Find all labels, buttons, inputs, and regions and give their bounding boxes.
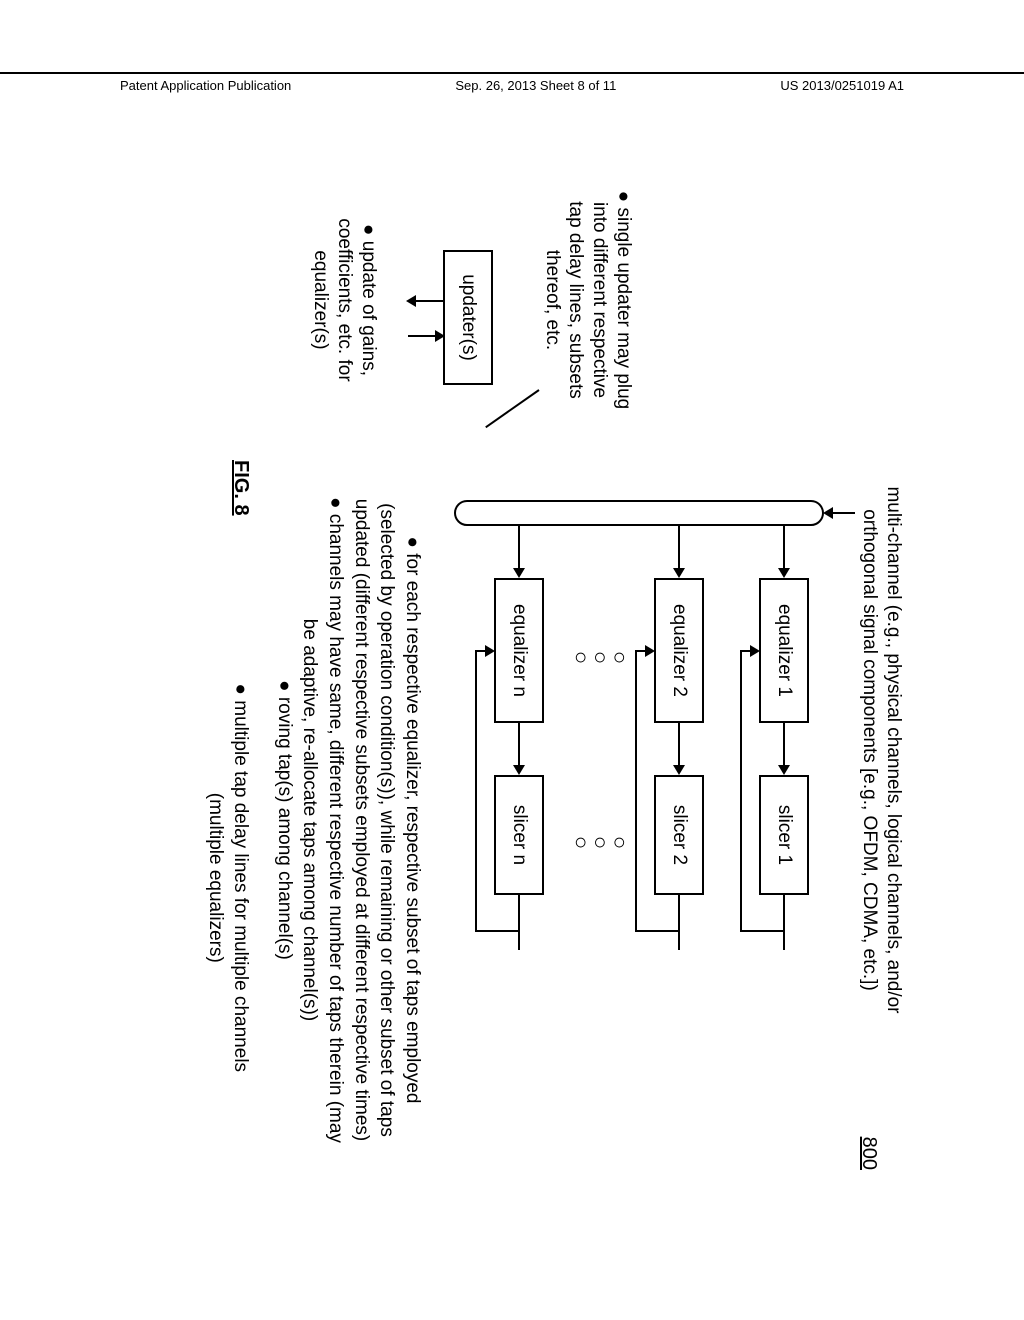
wire-out-2 bbox=[678, 895, 680, 950]
multi-tap-l2: (multiple equalizers) bbox=[205, 793, 226, 963]
top-caption: multi-channel (e.g., physical channels, … bbox=[858, 440, 906, 1060]
wire-to-eq2 bbox=[678, 526, 680, 576]
updater-out bbox=[408, 335, 443, 337]
splitter-oval bbox=[454, 500, 824, 526]
fb2-into-eq bbox=[635, 650, 653, 652]
updater-note-l1: ● single updater may plug bbox=[613, 191, 634, 410]
multi-tap-note: ● multiple tap delay lines for multiple … bbox=[203, 576, 252, 1180]
bb-l6: ● roving tap(s) among channel(s) bbox=[274, 680, 295, 960]
wire-eq2-sl2 bbox=[678, 723, 680, 773]
wire-eq1-sl1 bbox=[783, 723, 785, 773]
top-caption-line1: multi-channel (e.g., physical channels, … bbox=[883, 486, 904, 1013]
slicer-n-label: slicer n bbox=[508, 805, 530, 865]
wire-to-eqn bbox=[518, 526, 520, 576]
note-pointer bbox=[485, 389, 539, 428]
upd-note-l3: equalizer(s) bbox=[311, 250, 332, 349]
updater-in bbox=[408, 300, 443, 302]
page-header: Patent Application Publication Sep. 26, … bbox=[0, 72, 1024, 102]
bb-l4: ● channels may have same, different resp… bbox=[325, 497, 346, 1143]
bb-l3: updated (different respective subsets em… bbox=[351, 499, 372, 1141]
equalizer-1-label: equalizer 1 bbox=[773, 604, 795, 697]
bottom-row: FIG. 8 ● multiple tap delay lines for mu… bbox=[203, 460, 252, 1180]
slicer-2-label: slicer 2 bbox=[668, 805, 690, 865]
updater-label: updater(s) bbox=[457, 274, 479, 361]
diagram-inner: 800 multi-channel (e.g., physical channe… bbox=[120, 160, 910, 1180]
upd-note-l2: coefficients, etc. for bbox=[334, 218, 355, 381]
bottom-bullets: ● for each respective equalizer, respect… bbox=[271, 460, 425, 1180]
header-left: Patent Application Publication bbox=[120, 78, 291, 93]
updater-note-l2: into different respective bbox=[589, 202, 610, 398]
wire-out-1 bbox=[783, 895, 785, 950]
wire-eqn-sln bbox=[518, 723, 520, 773]
multi-tap-l1: ● multiple tap delay lines for multiple … bbox=[230, 684, 251, 1073]
header-center: Sep. 26, 2013 Sheet 8 of 11 bbox=[455, 78, 616, 93]
diagram-rotated: 800 multi-channel (e.g., physical channe… bbox=[5, 275, 1024, 1065]
equalizer-n-box: equalizer n bbox=[494, 578, 544, 723]
bb-l5: be adaptive, re-allocate taps among chan… bbox=[299, 619, 320, 1021]
figure-label: FIG. 8 bbox=[229, 460, 252, 516]
updater-note: ● single updater may plug into different… bbox=[540, 170, 635, 430]
fb2-h bbox=[635, 650, 637, 932]
updater-note-l3: tap delay lines, subsets bbox=[566, 201, 587, 399]
equalizer-2-label: equalizer 2 bbox=[668, 604, 690, 697]
fb1-into-eq bbox=[740, 650, 758, 652]
update-gains-note: ● update of gains, coefficients, etc. fo… bbox=[309, 180, 380, 420]
fb1-h bbox=[740, 650, 742, 932]
wire-to-eq1 bbox=[783, 526, 785, 576]
slicer-1-label: slicer 1 bbox=[773, 805, 795, 865]
dots-eq: ○○○ bbox=[568, 645, 626, 671]
bb-l2: (selected by operation condition(s)), wh… bbox=[376, 503, 397, 1137]
equalizer-n-label: equalizer n bbox=[508, 604, 530, 697]
fb2-v bbox=[635, 930, 680, 932]
fbn-v bbox=[475, 930, 520, 932]
reference-number: 800 bbox=[857, 1137, 880, 1170]
dots-sl: ○○○ bbox=[568, 830, 626, 856]
updater-note-l4: thereof, etc. bbox=[542, 250, 563, 350]
bb-l1: ● for each respective equalizer, respect… bbox=[402, 536, 423, 1103]
input-line bbox=[825, 512, 855, 514]
top-caption-line2: orthogonal signal components [e.g., OFDM… bbox=[859, 509, 880, 991]
equalizer-2-box: equalizer 2 bbox=[654, 578, 704, 723]
slicer-2-box: slicer 2 bbox=[654, 775, 704, 895]
updater-box: updater(s) bbox=[443, 250, 493, 385]
fbn-into-eq bbox=[475, 650, 493, 652]
equalizer-1-box: equalizer 1 bbox=[759, 578, 809, 723]
header-right: US 2013/0251019 A1 bbox=[780, 78, 904, 93]
wire-out-n bbox=[518, 895, 520, 950]
slicer-1-box: slicer 1 bbox=[759, 775, 809, 895]
fbn-h bbox=[475, 650, 477, 932]
upd-note-l1: ● update of gains, bbox=[358, 224, 379, 376]
fb1-v bbox=[740, 930, 785, 932]
slicer-n-box: slicer n bbox=[494, 775, 544, 895]
